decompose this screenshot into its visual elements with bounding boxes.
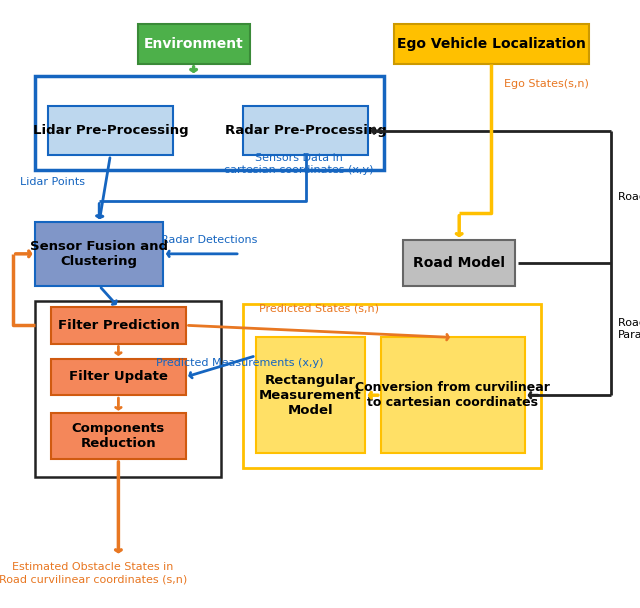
FancyBboxPatch shape bbox=[35, 222, 163, 286]
FancyBboxPatch shape bbox=[243, 106, 368, 155]
Text: Lidar Points: Lidar Points bbox=[20, 178, 84, 187]
Text: Sensor Fusion and
Clustering: Sensor Fusion and Clustering bbox=[30, 240, 168, 268]
FancyBboxPatch shape bbox=[48, 106, 173, 155]
FancyBboxPatch shape bbox=[403, 240, 515, 286]
FancyBboxPatch shape bbox=[51, 413, 186, 459]
Text: Predicted Measurements (x,y): Predicted Measurements (x,y) bbox=[156, 358, 324, 368]
Text: Filter Prediction: Filter Prediction bbox=[58, 319, 179, 332]
Text: Rectangular
Measurement
Model: Rectangular Measurement Model bbox=[259, 374, 362, 416]
FancyBboxPatch shape bbox=[138, 24, 250, 64]
FancyBboxPatch shape bbox=[256, 337, 365, 453]
Text: Ego Vehicle Localization: Ego Vehicle Localization bbox=[397, 37, 586, 51]
Text: Road Model: Road Model bbox=[413, 256, 505, 270]
Text: Conversion from curvilinear
to cartesian coordinates: Conversion from curvilinear to cartesian… bbox=[355, 381, 550, 409]
FancyBboxPatch shape bbox=[394, 24, 589, 64]
Text: Sensors Data in
cartesian coordinates (x,y): Sensors Data in cartesian coordinates (x… bbox=[225, 153, 374, 175]
Text: Road Heading
Parameters: Road Heading Parameters bbox=[618, 318, 640, 340]
Text: Lidar Pre-Processing: Lidar Pre-Processing bbox=[33, 124, 188, 137]
Text: Radar Detections: Radar Detections bbox=[161, 235, 258, 244]
FancyBboxPatch shape bbox=[51, 307, 186, 344]
Text: Filter Update: Filter Update bbox=[69, 370, 168, 384]
Text: Radar Pre-Processing: Radar Pre-Processing bbox=[225, 124, 387, 137]
Text: Road Bounds: Road Bounds bbox=[618, 192, 640, 202]
Text: Predicted States (s,n): Predicted States (s,n) bbox=[259, 303, 380, 313]
Text: Estimated Obstacle States in
Road curvilinear coordinates (s,n): Estimated Obstacle States in Road curvil… bbox=[0, 562, 187, 584]
FancyBboxPatch shape bbox=[381, 337, 525, 453]
Text: Components
Reduction: Components Reduction bbox=[72, 422, 165, 451]
Text: Environment: Environment bbox=[144, 37, 243, 51]
FancyBboxPatch shape bbox=[51, 359, 186, 395]
Text: Ego States(s,n): Ego States(s,n) bbox=[504, 79, 589, 89]
